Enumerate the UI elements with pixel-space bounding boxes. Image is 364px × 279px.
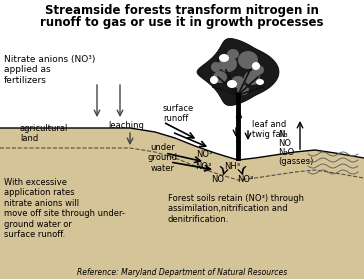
Polygon shape [244, 71, 260, 85]
Polygon shape [219, 56, 237, 72]
Text: Forest soils retain (NO³) through
assimilation,nitrification and
denitrification: Forest soils retain (NO³) through assimi… [168, 194, 304, 224]
Polygon shape [210, 76, 218, 84]
Text: NO: NO [211, 175, 225, 184]
Text: leaf and
twig fall: leaf and twig fall [252, 120, 286, 140]
Text: (gasses): (gasses) [278, 157, 313, 166]
Text: surface
runoff: surface runoff [163, 104, 194, 123]
Text: NO³: NO³ [237, 175, 253, 184]
Polygon shape [238, 51, 258, 69]
Polygon shape [227, 80, 237, 88]
Polygon shape [219, 54, 229, 62]
Text: N₂O: N₂O [278, 148, 294, 157]
Text: Nitrate anions (NO³)
applied as
fertilizers: Nitrate anions (NO³) applied as fertiliz… [4, 55, 95, 85]
Text: agricultural
land: agricultural land [20, 124, 68, 143]
Text: NO: NO [278, 139, 291, 148]
Polygon shape [237, 85, 249, 95]
Polygon shape [211, 62, 221, 72]
Polygon shape [231, 76, 245, 88]
Text: N₃: N₃ [278, 130, 288, 139]
Text: NO³: NO³ [196, 150, 212, 159]
Polygon shape [227, 49, 239, 59]
Polygon shape [0, 128, 364, 279]
Text: leaching: leaching [108, 121, 144, 130]
Polygon shape [213, 71, 227, 83]
Polygon shape [256, 79, 264, 85]
Text: With excessive
application rates
nitrate anions will
move off site through under: With excessive application rates nitrate… [4, 178, 125, 239]
Text: NO³: NO³ [195, 162, 211, 171]
Polygon shape [252, 65, 264, 75]
Text: NH³: NH³ [224, 162, 240, 171]
Polygon shape [252, 62, 260, 70]
Polygon shape [197, 39, 279, 105]
Text: Streamside forests transform nitrogen in: Streamside forests transform nitrogen in [45, 4, 319, 17]
Text: runoff to gas or use it in growth processes: runoff to gas or use it in growth proces… [40, 16, 324, 29]
Text: Reference: Maryland Department of Natural Resources: Reference: Maryland Department of Natura… [77, 268, 287, 277]
Text: under
ground
water: under ground water [148, 143, 178, 173]
